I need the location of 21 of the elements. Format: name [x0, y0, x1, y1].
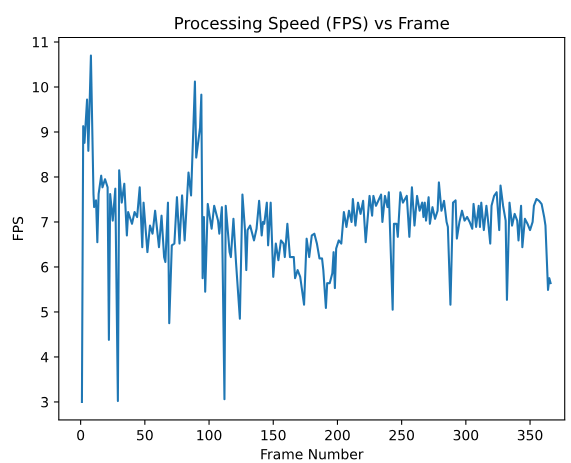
y-tick-label: 7: [41, 217, 48, 228]
x-tick-label: 0: [77, 430, 84, 440]
x-tick-label: 200: [325, 430, 350, 440]
y-tick-label: 8: [41, 172, 48, 182]
y-tick-label: 3: [41, 396, 48, 408]
y-tick-label: 6: [41, 262, 48, 272]
x-tick-label: 300: [454, 430, 478, 440]
x-tick-label: 50: [137, 430, 153, 440]
x-tick-label: 100: [197, 430, 222, 440]
chart-title: Processing Speed (FPS) vs Frame: [175, 16, 449, 33]
y-tick-label: 10: [32, 82, 48, 92]
x-tick-label: 250: [389, 430, 414, 440]
y-tick-label: 4: [40, 352, 48, 362]
y-axis-title: FPS: [12, 216, 24, 240]
x-tick-label: 150: [262, 430, 286, 440]
line-series: [80, 54, 552, 403]
x-tick-label: 350: [518, 430, 542, 440]
y-tick-label: 9: [41, 126, 48, 138]
y-tick-label: 5: [41, 307, 48, 318]
x-axis-title: Frame Number: [261, 448, 364, 460]
y-tick-label: 11: [32, 37, 48, 48]
